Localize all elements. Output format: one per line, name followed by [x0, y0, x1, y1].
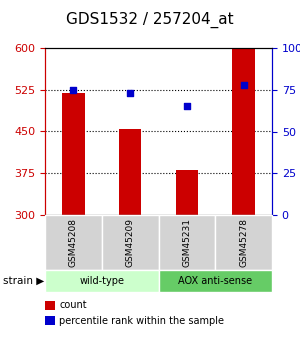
Bar: [176, 170, 198, 215]
Text: wild-type: wild-type: [79, 276, 124, 286]
Point: [128, 90, 133, 96]
Point: [241, 82, 246, 88]
Point: [184, 104, 189, 109]
Text: GDS1532 / 257204_at: GDS1532 / 257204_at: [66, 12, 234, 28]
Bar: [119, 129, 142, 215]
Point: [71, 87, 76, 92]
Text: GSM45231: GSM45231: [182, 218, 191, 267]
Text: count: count: [59, 300, 87, 310]
Text: GSM45209: GSM45209: [126, 218, 135, 267]
Text: strain ▶: strain ▶: [3, 276, 44, 286]
Text: GSM45208: GSM45208: [69, 218, 78, 267]
Bar: [232, 48, 255, 215]
Bar: [62, 92, 85, 215]
Text: AOX anti-sense: AOX anti-sense: [178, 276, 252, 286]
Text: GSM45278: GSM45278: [239, 218, 248, 267]
Text: percentile rank within the sample: percentile rank within the sample: [59, 315, 224, 325]
